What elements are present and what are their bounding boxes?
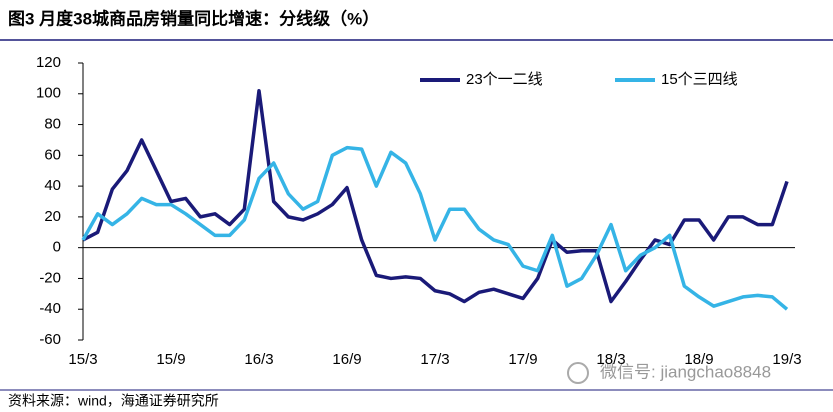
legend-label: 15个三四线: [661, 71, 738, 88]
y-tick-label: 80: [44, 116, 61, 133]
x-tick-label: 16/3: [244, 351, 273, 368]
watermark-icon: [567, 362, 589, 384]
y-tick-label: 120: [36, 54, 61, 71]
y-tick-label: 20: [44, 208, 61, 225]
y-tick-label: 100: [36, 85, 61, 102]
x-tick-label: 18/9: [684, 351, 713, 368]
y-tick-label: -20: [39, 269, 61, 286]
x-tick-label: 18/3: [596, 351, 625, 368]
x-tick-label: 17/3: [420, 351, 449, 368]
series-line: [81, 145, 789, 311]
x-tick-label: 15/3: [68, 351, 97, 368]
x-tick-label: 15/9: [156, 351, 185, 368]
y-tick-label: -60: [39, 331, 61, 348]
watermark: 微信号: jiangchao8848: [600, 362, 771, 381]
y-tick-label: 40: [44, 177, 61, 194]
chart-title: 图3 月度38城商品房销量同比增速：分线级（%）: [8, 8, 379, 28]
x-tick-label: 16/9: [332, 351, 361, 368]
legend-label: 23个一二线: [466, 71, 543, 88]
series-line: [82, 88, 789, 304]
x-tick-label: 19/3: [772, 351, 801, 368]
source: 资料来源：wind，海通证券研究所: [8, 393, 219, 409]
y-tick-label: -40: [39, 300, 61, 317]
y-tick-label: 0: [53, 239, 61, 256]
y-tick-label: 60: [44, 146, 61, 163]
x-tick-label: 17/9: [508, 351, 537, 368]
